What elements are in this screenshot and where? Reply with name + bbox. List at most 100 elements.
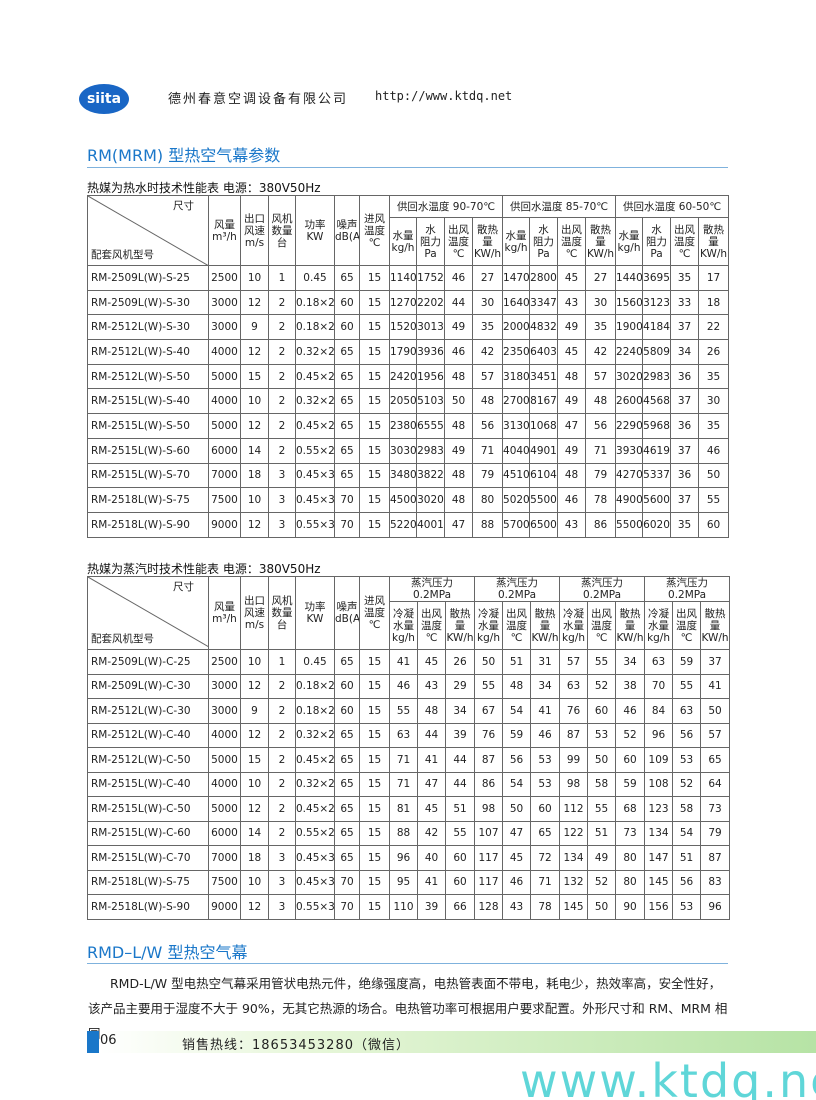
header-text: 水 — [425, 223, 436, 236]
value-cell: 1470 — [502, 265, 531, 291]
group-header: 蒸汽压力 0.2MPa — [644, 576, 731, 602]
sub-header: 水量 kg/h — [615, 217, 644, 266]
value-cell: 87 — [559, 722, 589, 748]
corner-bottom: 配套风机型号 — [91, 633, 154, 645]
value-cell: 15 — [240, 363, 269, 390]
value-cell: 65 — [334, 339, 360, 365]
value-cell: 45 — [502, 845, 532, 871]
value-cell: 49 — [557, 437, 587, 464]
value-cell: 81 — [389, 796, 418, 822]
header-text: 进风 — [364, 212, 385, 225]
model-cell: RM-2518L(W)-S-75 — [87, 869, 209, 895]
value-cell: 6020 — [642, 511, 672, 538]
header-text: kg/h — [617, 241, 641, 254]
value-cell: 5000 — [208, 747, 241, 773]
value-cell: 1560 — [615, 289, 644, 316]
value-cell: 60 — [334, 673, 360, 699]
value-cell: 4900 — [615, 487, 644, 513]
header-text: 散热 — [704, 607, 726, 620]
value-cell: 56 — [672, 722, 702, 748]
value-cell: 0.32×2 — [295, 771, 335, 797]
sub-header: 出风 温度 ℃ — [444, 217, 473, 266]
value-cell: 1520 — [389, 314, 417, 341]
value-cell: 15 — [359, 820, 390, 846]
header-row: 尺寸配套风机型号风量m³/h出口风速m/s风机数量台功率KW噪声dB(A)进风温… — [87, 576, 731, 650]
header-text: 量 — [595, 235, 606, 248]
header-text: KW — [306, 230, 324, 243]
value-cell: 47 — [502, 820, 532, 846]
value-cell: 73 — [615, 820, 646, 846]
header-text: 温度 — [561, 235, 583, 248]
header-text: 噪声 — [336, 601, 358, 613]
value-cell: 5220 — [389, 511, 417, 538]
value-cell: 2983 — [416, 437, 445, 464]
value-cell: 39 — [417, 894, 446, 920]
header-text: Pa — [537, 247, 550, 260]
value-cell: 5700 — [502, 511, 531, 538]
sub-header: 出风 温度 ℃ — [557, 217, 587, 266]
header-text: 散热 — [534, 607, 556, 620]
value-cell: 4500 — [389, 487, 417, 513]
value-cell: 5500 — [529, 487, 559, 513]
header-text: KW/h — [616, 631, 644, 644]
data-row: RM-2518L(W)-S-90 9000 12 3 0.55×3 70 15 5220 400… — [87, 511, 730, 538]
value-cell: 36 — [670, 462, 700, 489]
value-cell: 65 — [334, 265, 360, 291]
value-cell: 108 — [644, 771, 674, 797]
value-cell: 4000 — [208, 339, 241, 365]
value-cell: 56 — [672, 869, 702, 895]
value-cell: 54 — [502, 771, 532, 797]
model-cell: RM-2518L(W)-S-90 — [87, 894, 209, 920]
header-text: 温度 — [674, 235, 696, 248]
value-cell: 48 — [444, 363, 473, 390]
value-cell: 65 — [530, 820, 561, 846]
model-cell: RM-2515L(W)-C-50 — [87, 796, 209, 822]
value-cell: 58 — [587, 771, 617, 797]
corner-top: 尺寸 — [173, 581, 194, 593]
model-cell: RM-2515L(W)-C-70 — [87, 845, 209, 871]
value-cell: 38 — [615, 673, 646, 699]
value-cell: 51 — [672, 845, 702, 871]
value-cell: 36 — [670, 413, 700, 439]
value-cell: 65 — [334, 388, 360, 415]
value-cell: 41 — [417, 747, 446, 773]
data-row: RM-2515L(W)-C-70 7000 18 3 0.45×3 65 15 96 40 60 1… — [87, 845, 731, 871]
header-text: 0.2MPa — [583, 589, 622, 601]
data-row: RM-2509L(W)-S-25 2500 10 1 0.45 65 15 1140 1752 4… — [87, 265, 730, 291]
value-cell: 15 — [359, 289, 390, 316]
value-cell: 78 — [585, 487, 617, 513]
header-text: m³/h — [212, 230, 237, 243]
value-cell: 10 — [240, 771, 269, 797]
value-cell: 0.32×2 — [295, 722, 335, 748]
value-cell: 46 — [557, 487, 587, 513]
value-cell: 50 — [502, 796, 532, 822]
value-cell: 3936 — [416, 339, 445, 365]
value-cell: 33 — [670, 289, 700, 316]
value-cell: 117 — [474, 869, 504, 895]
value-cell: 63 — [389, 722, 418, 748]
header-text: 出风 — [506, 607, 528, 620]
data-row: RM-2512L(W)-S-40 4000 12 2 0.32×2 65 15 1790 393… — [87, 339, 730, 365]
value-cell: 3123 — [642, 289, 672, 316]
value-cell: 15 — [359, 796, 390, 822]
value-cell: 3130 — [502, 413, 531, 439]
value-cell: 44 — [444, 289, 473, 316]
value-cell: 5000 — [208, 796, 241, 822]
model-cell: RM-2509L(W)-C-25 — [87, 649, 209, 675]
value-cell: 15 — [359, 845, 390, 871]
header-text: 噪声 — [336, 218, 358, 231]
value-cell: 7500 — [208, 487, 241, 513]
header-text: 量 — [454, 619, 466, 632]
value-cell: 2290 — [615, 413, 644, 439]
header-text: 量 — [624, 619, 636, 632]
value-cell: 35 — [471, 314, 504, 341]
value-cell: 70 — [334, 487, 360, 513]
header-text: 出风 — [561, 223, 583, 236]
model-cell: RM-2512L(W)-S-50 — [87, 363, 209, 390]
header-text: Pa — [650, 247, 663, 260]
value-cell: 0.18×2 — [295, 673, 335, 699]
value-cell: 60 — [587, 698, 617, 724]
header-text: 散热 — [477, 223, 498, 236]
value-cell: 87 — [474, 747, 504, 773]
value-cell: 1440 — [615, 265, 644, 291]
